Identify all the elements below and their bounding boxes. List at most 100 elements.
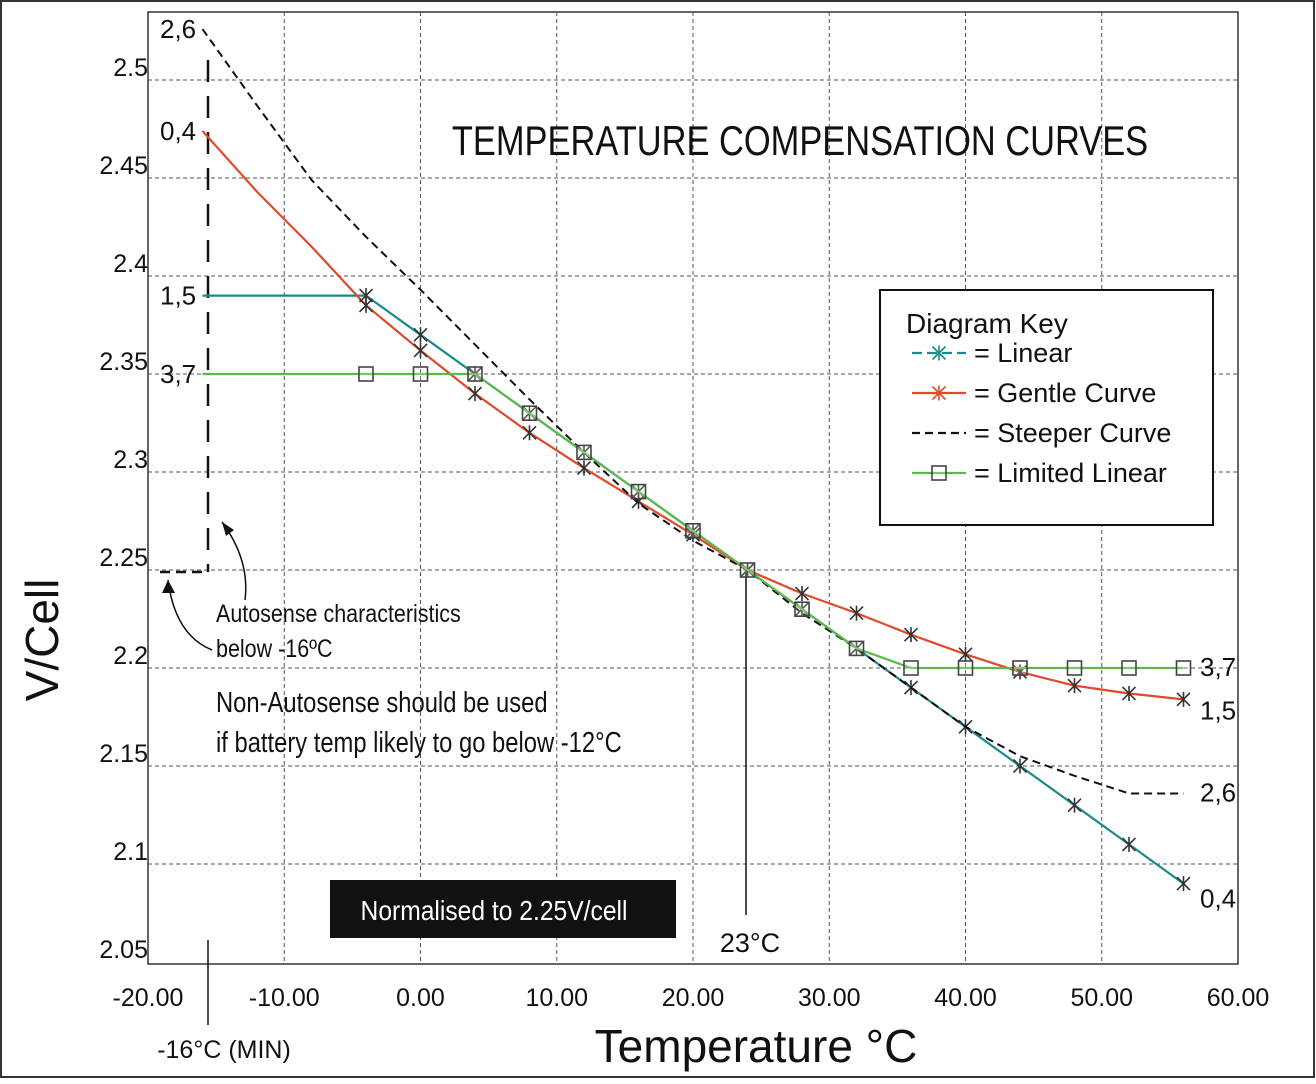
- data-point: [1067, 797, 1082, 813]
- data-point: [1121, 836, 1137, 852]
- chart-title: TEMPERATURE COMPENSATION CURVES: [452, 118, 1148, 165]
- legend: Diagram Key = Linear = Gentle Curve = Stee…: [879, 289, 1214, 526]
- data-point: [1067, 678, 1082, 694]
- data-point: [1012, 660, 1028, 676]
- legend-item: = Limited Linear: [912, 458, 1167, 488]
- series-start-label: 3,7: [160, 359, 196, 389]
- legend-label: = Gentle Curve: [974, 378, 1156, 408]
- data-point: [957, 660, 974, 676]
- legend-item: = Linear: [912, 338, 1072, 368]
- data-point: [576, 444, 592, 461]
- series-line: [202, 372, 1184, 670]
- autosense-arrowhead-upper: [222, 522, 234, 536]
- data-point: [685, 522, 701, 539]
- legend-swatch-marker: [931, 385, 947, 401]
- x-tick-label: 30.00: [798, 984, 861, 1012]
- y-tick-label: 2.4: [113, 250, 148, 278]
- series-start-label: 0,4: [160, 116, 196, 146]
- series-start-label: 2,6: [160, 14, 196, 44]
- non-autosense-note-line2: if battery temp likely to go below -12°C: [216, 726, 622, 759]
- series-steeper-curve: [201, 28, 1184, 795]
- x-axis-label: Temperature °C: [595, 1020, 918, 1072]
- data-point: [794, 586, 810, 602]
- data-point: [412, 366, 429, 382]
- series-line: [201, 28, 1184, 795]
- legend-title: Diagram Key: [906, 308, 1068, 339]
- x-tick-label: 0.00: [396, 984, 445, 1012]
- legend-box: [879, 289, 1214, 526]
- data-point: [413, 342, 428, 358]
- data-point: [1175, 660, 1192, 676]
- data-point: [1121, 685, 1137, 701]
- autosense-note-line1: Autosense characteristics: [216, 599, 461, 627]
- data-point: [1121, 660, 1137, 676]
- autosense-note-line2: below -16ºC: [216, 634, 333, 662]
- data-point: [903, 627, 919, 643]
- series-end-label: 0,4: [1200, 884, 1236, 914]
- series-end-label: 2,6: [1200, 777, 1236, 807]
- data-point: [358, 366, 374, 382]
- ref-temp-label: 23°C: [720, 928, 780, 958]
- legend-swatch-marker: [931, 345, 947, 361]
- y-tick-label: 2.3: [113, 446, 148, 474]
- data-point: [467, 386, 483, 402]
- data-point: [848, 640, 865, 657]
- data-point: [576, 460, 592, 476]
- series-limited-linear: [202, 366, 1192, 676]
- legend-items: = Linear = Gentle Curve = Steeper Curve = L…: [912, 338, 1171, 488]
- series-gentle-curve: [201, 130, 1191, 707]
- data-point: [1012, 758, 1028, 774]
- non-autosense-note-line1: Non-Autosense should be used: [216, 686, 548, 719]
- legend-label: = Limited Linear: [974, 458, 1167, 488]
- data-point: [1176, 876, 1191, 892]
- x-tick-label: 20.00: [662, 984, 725, 1012]
- data-point: [1066, 660, 1083, 676]
- data-point: [903, 660, 919, 676]
- data-point: [521, 405, 538, 422]
- data-point: [1176, 691, 1191, 707]
- y-tick-label: 2.25: [99, 544, 148, 572]
- x-tick-label: 50.00: [1070, 984, 1133, 1012]
- y-tick-label: 2.2: [113, 642, 148, 670]
- data-point: [849, 605, 864, 621]
- data-point: [413, 327, 428, 343]
- data-point: [467, 366, 483, 382]
- y-tick-label: 2.35: [99, 348, 148, 376]
- y-tick-label: 2.05: [99, 936, 148, 964]
- y-axis-ticks: 2.05 2.1 2.15 2.2 2.25 2.3 2.35 2.4 2.45 2.5: [99, 54, 148, 964]
- legend-item: = Steeper Curve: [912, 418, 1171, 448]
- legend-label: = Linear: [974, 338, 1072, 368]
- x-tick-label: -10.00: [249, 984, 320, 1012]
- y-tick-label: 2.15: [99, 740, 148, 768]
- y-tick-label: 2.5: [113, 54, 148, 82]
- y-axis-label: V/Cell: [16, 579, 68, 702]
- data-point: [522, 425, 537, 441]
- data-point: [794, 601, 810, 618]
- data-point: [958, 646, 973, 662]
- data-point: [739, 562, 756, 578]
- data-point: [358, 297, 374, 313]
- grid-lines: [148, 12, 1238, 962]
- series-end-label: 3,7: [1200, 652, 1236, 682]
- y-tick-label: 2.1: [113, 838, 148, 866]
- normalised-label: Normalised to 2.25V/cell: [361, 895, 628, 927]
- autosense-arrowhead-lower: [162, 580, 175, 593]
- series-end-label: 1,5: [1200, 695, 1236, 725]
- x-tick-label: 10.00: [525, 984, 588, 1012]
- legend-swatch-marker: [931, 465, 947, 481]
- legend-label: = Steeper Curve: [974, 418, 1171, 448]
- min-temp-label: -16°C (MIN): [157, 1036, 291, 1064]
- x-tick-label: 60.00: [1207, 984, 1270, 1012]
- x-axis-ticks: -20.00 -10.00 0.00 10.00 20.00 30.00 40.00 50.0…: [113, 984, 1270, 1012]
- data-point: [630, 483, 647, 500]
- legend-item: = Gentle Curve: [912, 378, 1156, 408]
- x-tick-label: -20.00: [113, 984, 184, 1012]
- y-tick-label: 2.45: [99, 152, 148, 180]
- series-end-labels: 1,5 0,4 0,4 1,5 2,6 2,6 3,7 3,7: [160, 14, 1236, 914]
- normalised-box: [330, 880, 676, 938]
- x-tick-label: 40.00: [934, 984, 997, 1012]
- series-start-label: 1,5: [160, 281, 196, 311]
- series-group: [201, 28, 1192, 892]
